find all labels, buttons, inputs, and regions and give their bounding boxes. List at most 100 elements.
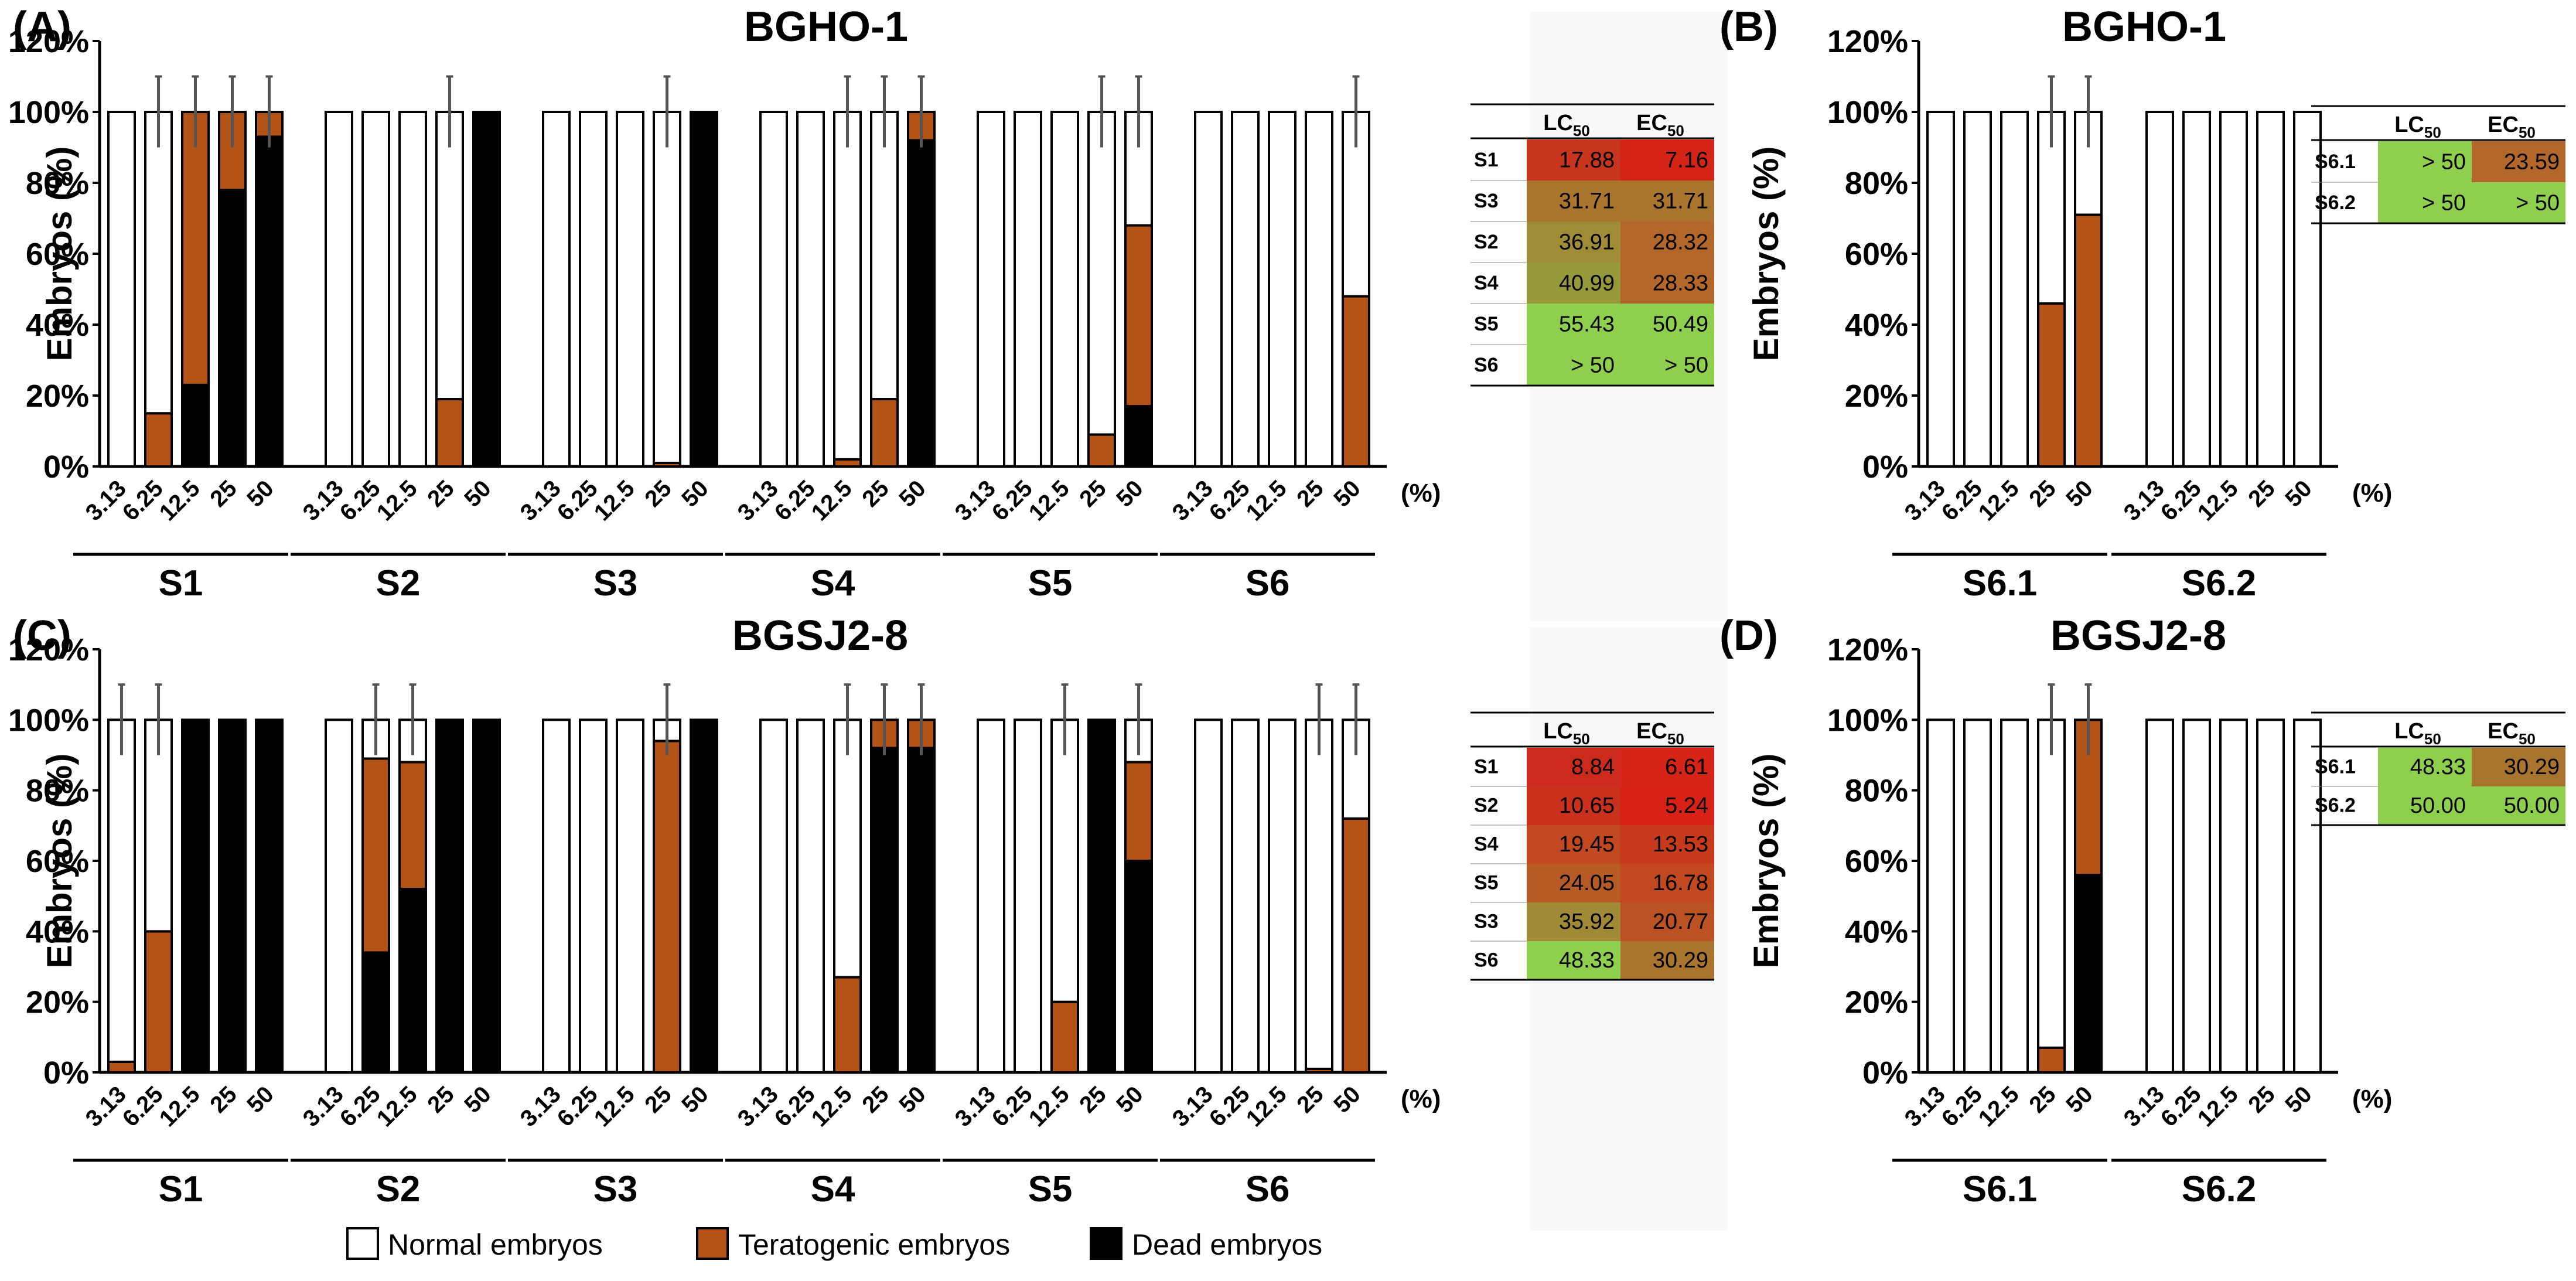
legend-normal-swatch: [346, 1227, 379, 1260]
y-tick-label: 40%: [1845, 914, 1908, 949]
legend-teratogenic-label: Teratogenic embryos: [738, 1228, 1010, 1261]
panel-label: (D): [1719, 612, 1778, 659]
bar-teratogenic: [653, 740, 681, 1074]
x-tick-label: 6.25: [1205, 1081, 1255, 1132]
x-tick-label: 25: [2243, 1081, 2280, 1118]
bar-dead: [907, 747, 936, 1074]
x-tick-label: 25: [857, 1081, 894, 1118]
x-tick-label: 12.5: [807, 475, 857, 526]
table-row-label: S6: [1474, 949, 1499, 972]
bar-dead: [870, 747, 899, 1074]
table-value-ec: > 50: [1664, 353, 1708, 378]
x-tick-label: 6.25: [1937, 475, 1987, 526]
bar-normal: [796, 718, 825, 1074]
legend-teratogenic-swatch: [696, 1227, 729, 1260]
group-label: S6.1: [1963, 563, 2038, 604]
bar-normal: [759, 718, 788, 1074]
table-cell-lc-bg: [1527, 139, 1620, 180]
bar-normal: [107, 718, 136, 1063]
table-cell-ec-bg: [2472, 182, 2565, 223]
x-tick-label: 3.13: [2119, 475, 2169, 526]
table-row-label: S6.1: [2315, 151, 2356, 173]
panel-b: (B) BGHO-1 0% 20% 40% 60% 80% 100% 120% Embryos (…: [1719, 4, 2565, 604]
y-tick-label: 60%: [1845, 844, 1908, 879]
table-value-lc: 24.05: [1559, 871, 1615, 895]
bar-normal: [1087, 111, 1116, 436]
table-row-label: S5: [1474, 313, 1499, 335]
panel-title: BGHO-1: [2062, 4, 2226, 50]
bar-normal: [870, 111, 899, 401]
x-tick-label: 12.5: [807, 1081, 857, 1132]
table-cell-ec-bg: [1620, 263, 1714, 304]
x-tick-label: 3.13: [733, 475, 783, 526]
x-tick-label: 50: [2061, 1081, 2098, 1118]
panel-c: (C) BGSJ2-8 0% 20% 40% 60% 80% 100% 120% Embryos …: [8, 612, 1728, 1231]
x-tick-label: 6.25: [987, 475, 1038, 526]
x-tick-label: 3.13: [516, 1081, 566, 1132]
bar-normal: [1268, 718, 1296, 1074]
x-unit-label: (%): [2352, 479, 2392, 507]
bar-normal: [2000, 111, 2029, 468]
bar-normal: [144, 111, 173, 415]
legend: Normal embryos Teratogenic embryos Dead …: [346, 1227, 1322, 1261]
x-tick-label: 50: [677, 1081, 714, 1118]
bar-normal: [616, 111, 644, 468]
table-value-ec: 13.53: [1653, 832, 1708, 857]
x-tick-label: 3.13: [733, 1081, 783, 1132]
bar-normal: [2256, 718, 2285, 1074]
bar-normal: [325, 111, 353, 468]
table-cell-lc-bg: [1527, 748, 1620, 786]
table-cell-lc-bg: [1527, 263, 1620, 304]
x-tick-label: 25: [205, 1081, 242, 1118]
x-tick-label: 25: [640, 475, 677, 512]
x-tick-label: 6.25: [2156, 475, 2206, 526]
bar-teratogenic: [435, 398, 464, 468]
bar-teratogenic: [361, 757, 390, 954]
bar-normal: [107, 111, 136, 468]
bar-normal: [579, 718, 608, 1074]
x-tick-label: 12.5: [372, 475, 422, 526]
legend-dead-swatch: [1090, 1227, 1122, 1260]
group-label: S6.2: [2182, 563, 2257, 604]
table-cell-lc-bg: [1527, 786, 1620, 825]
table-row-label: S1: [1474, 149, 1499, 171]
group-label: S5: [1028, 1169, 1073, 1210]
y-tick-label: 80%: [1845, 166, 1908, 201]
bar-teratogenic: [2037, 302, 2066, 468]
bar-dead: [472, 111, 501, 468]
table-header-lc: LC50: [2394, 719, 2441, 748]
y-tick-label: 40%: [26, 308, 89, 343]
table-cell-lc-bg: [1527, 180, 1620, 222]
x-tick-label: 50: [459, 475, 496, 512]
bar-dead: [255, 718, 284, 1074]
bar-dead: [690, 111, 718, 468]
table-value-lc: 8.84: [1571, 755, 1615, 779]
panel-title: BGSJ2-8: [732, 612, 908, 659]
x-tick-label: 12.5: [1241, 475, 1292, 526]
panel-a: (A) BGHO-1 0% 20% 40% 60% 80% 100% 120% Embryos (…: [8, 4, 1728, 621]
table-row-label: S2: [1474, 231, 1499, 253]
table-value-lc: 10.65: [1559, 793, 1615, 818]
table-value-lc: 48.33: [1559, 948, 1615, 973]
x-tick-label: 50: [1111, 475, 1148, 512]
bar-normal: [2256, 111, 2285, 468]
table-row-label: S5: [1474, 872, 1499, 894]
table-cell-lc-bg: [2378, 141, 2472, 182]
bar-normal: [1050, 718, 1079, 1003]
bar-teratogenic: [181, 111, 210, 386]
x-tick-label: 25: [1292, 475, 1329, 512]
x-tick-label: 12.5: [589, 475, 640, 526]
table-value-ec: 16.78: [1653, 871, 1708, 895]
bar-teratogenic: [2074, 213, 2103, 468]
bar-normal: [2293, 111, 2322, 468]
group-label: S2: [376, 1169, 421, 1210]
y-tick-label: 0%: [43, 1055, 89, 1091]
bar-normal: [1963, 718, 1992, 1074]
bar-teratogenic: [398, 761, 427, 891]
bar-dead: [218, 189, 247, 468]
bar-normal: [2037, 718, 2066, 1049]
